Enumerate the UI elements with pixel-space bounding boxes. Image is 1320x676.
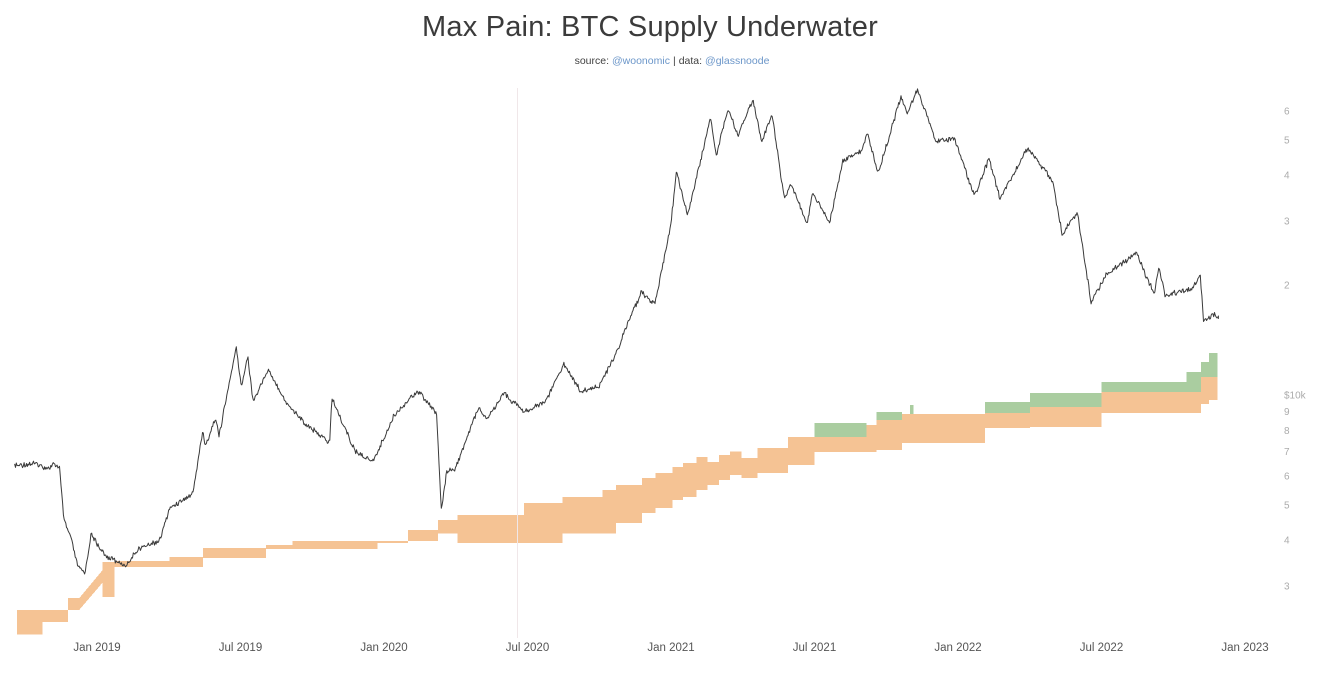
band-segment-orange [602,490,616,534]
data-label: data: [678,55,703,67]
band-segment-green [1101,381,1187,393]
band-segment-green [1201,361,1209,378]
band-segment-orange [985,412,1030,429]
band-segment-orange [866,424,877,452]
band-segment-orange [1201,377,1209,404]
band-segment-green [909,404,914,415]
source-label: source: [574,55,610,67]
x-axis-tick-label: Jul 2019 [219,642,262,654]
band-segment-orange [696,457,708,491]
data-handle-link[interactable]: @glassnoode [705,55,770,67]
band-segment-orange [1029,407,1102,428]
chart-subtitle: source: @woonomic | data: @glassnoode [12,55,1320,67]
band-segment-orange [42,609,69,622]
y-axis-tick-label: 3 [1284,581,1290,592]
band-segment-orange [377,541,408,544]
y-axis-tick-label: 9 [1284,407,1290,418]
x-axis-tick-label: Jul 2020 [506,642,549,654]
maxpain-band [17,352,1218,635]
band-segment-orange [682,463,697,498]
band-segment-orange [265,545,293,549]
band-segment-green [985,401,1030,413]
band-segment-green [1186,372,1202,393]
x-axis-tick-label: Jul 2021 [793,642,836,654]
x-axis-tick-label: Jan 2019 [73,642,120,654]
band-segment-orange [102,561,115,597]
band-segment-orange [741,458,758,479]
band-segment-orange [655,473,673,509]
band-segment-orange [672,466,683,500]
band-segment-green [814,423,867,438]
band-segment-orange [79,570,103,610]
band-segment-green [876,412,902,421]
subtitle-separator: | [672,55,676,67]
source-handle-link[interactable]: @woonomic [612,55,670,67]
price-line [14,88,1219,575]
band-segment-orange [1101,392,1202,413]
y-axis-tick-label: 3 [1284,216,1290,227]
y-axis-tick-label: 6 [1284,107,1290,118]
band-segment-orange [757,447,788,474]
y-axis-tick-label: 5 [1284,135,1290,146]
x-axis-tick-label: Jan 2020 [360,642,407,654]
band-segment-orange [169,556,203,567]
y-axis-tick-label: 6 [1284,472,1290,483]
y-axis-tick-label: 5 [1284,500,1290,511]
band-segment-green [1029,392,1102,408]
band-segment-orange [707,462,719,485]
band-segment-orange [202,547,266,558]
y-axis: 6 5 4 3 2 $10k 9 8 7 6 5 4 3 [1284,107,1307,593]
band-segment-orange [17,609,43,635]
band-segment-orange [729,451,742,475]
chart-title: Max Pain: BTC Supply Underwater [422,11,878,43]
band-segment-orange [1208,377,1218,400]
band-segment-green [1208,352,1218,378]
band-segment-orange [901,414,986,443]
x-axis-tick-label: Jan 2022 [934,642,981,654]
y-axis-tick-label: 4 [1284,171,1290,182]
x-axis-tick-label: Jul 2022 [1080,642,1123,654]
x-axis-tick-label: Jan 2021 [647,642,694,654]
y-axis-tick-label: 7 [1284,447,1290,458]
x-axis-tick-label: Jan 2023 [1221,642,1268,654]
band-segment-orange [457,515,525,544]
band-segment-orange [292,541,378,549]
band-segment-orange [615,484,643,523]
y-axis-tick-label: $10k [1284,391,1307,402]
band-segment-orange [787,437,815,466]
band-segment-orange [68,597,80,610]
y-axis-tick-label: 2 [1284,281,1290,292]
y-axis-tick-label: 4 [1284,536,1290,547]
band-segment-orange [876,420,902,450]
x-axis: Jan 2019 Jul 2019 Jan 2020 Jul 2020 Jan 2021… [73,642,1268,654]
band-segment-orange [718,454,730,480]
band-segment-orange [438,519,458,534]
band-segment-orange [814,437,867,452]
band-segment-orange [407,529,439,542]
y-axis-tick-label: 8 [1284,426,1290,437]
band-segment-orange [524,502,563,544]
band-segment-orange [642,478,656,514]
band-segment-orange [562,497,603,534]
